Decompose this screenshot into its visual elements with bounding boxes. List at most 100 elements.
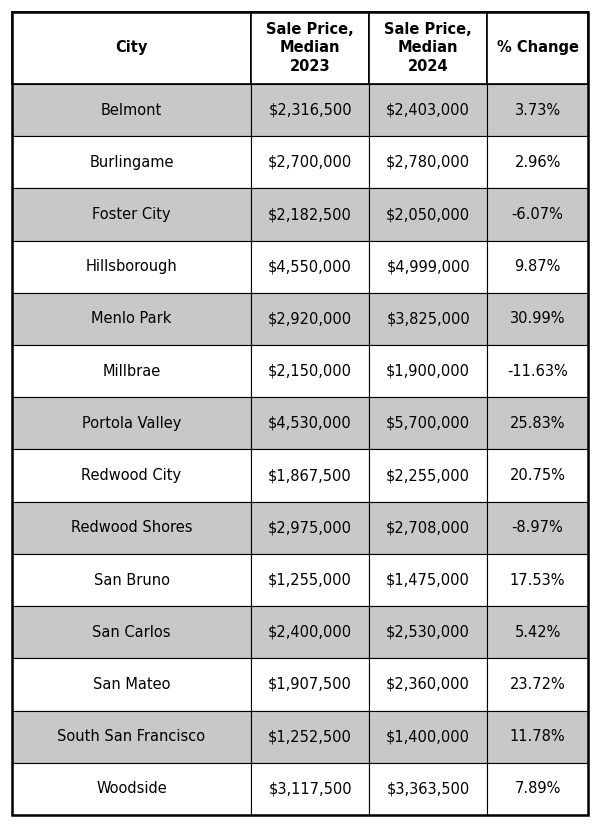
Text: 25.83%: 25.83% <box>510 416 565 431</box>
Bar <box>487 762 588 815</box>
Text: $2,316,500: $2,316,500 <box>268 103 352 117</box>
Bar <box>12 606 251 658</box>
Text: $1,907,500: $1,907,500 <box>268 677 352 692</box>
Text: Woodside: Woodside <box>96 782 167 796</box>
Bar <box>369 606 487 658</box>
Bar <box>251 84 369 136</box>
Bar <box>12 762 251 815</box>
Bar <box>487 189 588 241</box>
Text: Sale Price,
Median
2023: Sale Price, Median 2023 <box>266 22 354 74</box>
Bar <box>251 136 369 189</box>
Bar <box>487 84 588 136</box>
Text: 7.89%: 7.89% <box>514 782 561 796</box>
Text: 2.96%: 2.96% <box>514 155 561 170</box>
Bar <box>251 12 369 84</box>
Text: 17.53%: 17.53% <box>510 572 565 587</box>
Text: $1,475,000: $1,475,000 <box>386 572 470 587</box>
Text: $4,999,000: $4,999,000 <box>386 259 470 275</box>
Text: $1,900,000: $1,900,000 <box>386 364 470 379</box>
Bar <box>487 606 588 658</box>
Text: 9.87%: 9.87% <box>514 259 561 275</box>
Bar <box>12 12 251 84</box>
Text: Hillsborough: Hillsborough <box>86 259 178 275</box>
Bar <box>12 502 251 554</box>
Text: -6.07%: -6.07% <box>512 207 563 222</box>
Text: $2,530,000: $2,530,000 <box>386 624 470 640</box>
Text: Belmont: Belmont <box>101 103 162 117</box>
Text: 11.78%: 11.78% <box>510 729 565 744</box>
Bar <box>369 293 487 345</box>
Text: City: City <box>115 41 148 55</box>
Bar <box>12 345 251 397</box>
Bar <box>369 397 487 450</box>
Text: $2,780,000: $2,780,000 <box>386 155 470 170</box>
Text: Burlingame: Burlingame <box>89 155 174 170</box>
Bar <box>12 84 251 136</box>
Bar <box>369 710 487 762</box>
Bar <box>251 189 369 241</box>
Bar <box>369 136 487 189</box>
Bar <box>487 345 588 397</box>
Text: -8.97%: -8.97% <box>512 520 563 535</box>
Text: San Mateo: San Mateo <box>93 677 170 692</box>
Bar <box>487 293 588 345</box>
Bar <box>369 762 487 815</box>
Text: $2,255,000: $2,255,000 <box>386 468 470 483</box>
Bar <box>251 762 369 815</box>
Bar <box>369 189 487 241</box>
Bar <box>251 554 369 606</box>
Bar <box>251 241 369 293</box>
Bar <box>369 450 487 502</box>
Text: $3,117,500: $3,117,500 <box>268 782 352 796</box>
Text: $3,363,500: $3,363,500 <box>386 782 470 796</box>
Text: $4,550,000: $4,550,000 <box>268 259 352 275</box>
Bar <box>12 241 251 293</box>
Text: $2,150,000: $2,150,000 <box>268 364 352 379</box>
Text: % Change: % Change <box>497 41 578 55</box>
Text: $2,400,000: $2,400,000 <box>268 624 352 640</box>
Bar <box>251 606 369 658</box>
Text: South San Francisco: South San Francisco <box>58 729 206 744</box>
Bar <box>251 502 369 554</box>
Text: Millbrae: Millbrae <box>103 364 161 379</box>
Bar <box>12 136 251 189</box>
Bar <box>487 502 588 554</box>
Bar <box>251 450 369 502</box>
Bar <box>487 12 588 84</box>
Text: $1,400,000: $1,400,000 <box>386 729 470 744</box>
Text: Foster City: Foster City <box>92 207 171 222</box>
Bar <box>251 658 369 710</box>
Bar <box>251 293 369 345</box>
Bar <box>369 345 487 397</box>
Bar <box>369 658 487 710</box>
Text: $5,700,000: $5,700,000 <box>386 416 470 431</box>
Bar <box>487 658 588 710</box>
Bar <box>487 554 588 606</box>
Text: $1,867,500: $1,867,500 <box>268 468 352 483</box>
Bar <box>369 502 487 554</box>
Text: $4,530,000: $4,530,000 <box>268 416 352 431</box>
Text: $3,825,000: $3,825,000 <box>386 312 470 327</box>
Text: $2,050,000: $2,050,000 <box>386 207 470 222</box>
Text: 3.73%: 3.73% <box>515 103 560 117</box>
Text: 30.99%: 30.99% <box>510 312 565 327</box>
Bar <box>251 710 369 762</box>
Text: $2,700,000: $2,700,000 <box>268 155 352 170</box>
Bar <box>12 554 251 606</box>
Text: $1,252,500: $1,252,500 <box>268 729 352 744</box>
Text: Sale Price,
Median
2024: Sale Price, Median 2024 <box>384 22 472 74</box>
Bar <box>369 12 487 84</box>
Bar <box>487 397 588 450</box>
Text: Portola Valley: Portola Valley <box>82 416 181 431</box>
Bar <box>12 293 251 345</box>
Bar <box>369 84 487 136</box>
Text: 23.72%: 23.72% <box>510 677 565 692</box>
Bar <box>251 345 369 397</box>
Text: $2,975,000: $2,975,000 <box>268 520 352 535</box>
Text: $1,255,000: $1,255,000 <box>268 572 352 587</box>
Text: 5.42%: 5.42% <box>514 624 561 640</box>
Text: Redwood Shores: Redwood Shores <box>71 520 192 535</box>
Text: $2,708,000: $2,708,000 <box>386 520 470 535</box>
Bar <box>251 397 369 450</box>
Bar <box>487 241 588 293</box>
